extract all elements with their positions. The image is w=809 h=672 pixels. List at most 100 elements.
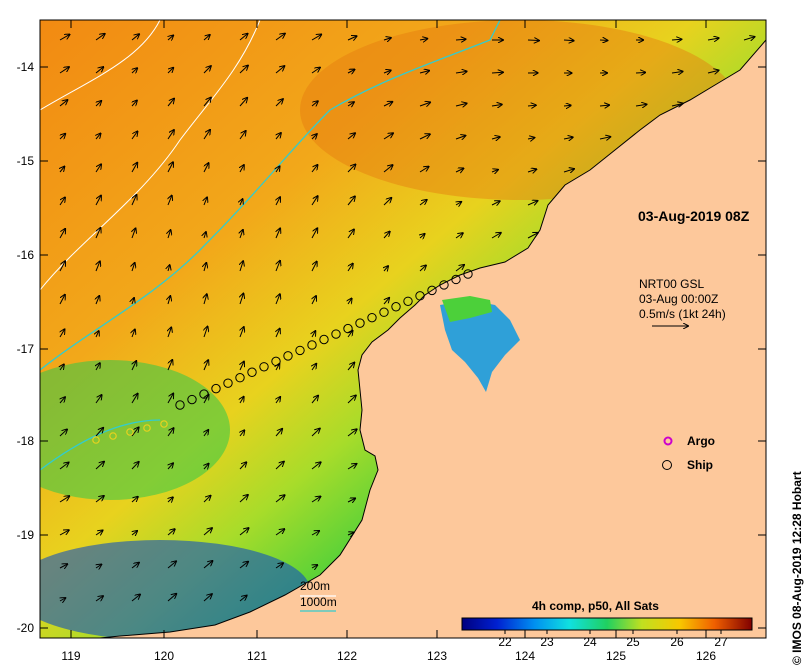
- current-arrow: [167, 394, 173, 404]
- current-arrow: [276, 228, 280, 239]
- current-arrow: [491, 170, 498, 172]
- y-tick-label: -20: [17, 621, 35, 635]
- current-arrow: [168, 463, 173, 470]
- current-arrow: [132, 228, 136, 239]
- colorbar-tick-label: 27: [714, 635, 728, 649]
- current-arrow: [95, 428, 103, 437]
- current-arrow: [240, 362, 244, 371]
- current-arrow: [59, 530, 69, 536]
- current-arrow: [239, 562, 248, 569]
- current-arrow: [204, 294, 207, 305]
- current-arrow: [167, 428, 174, 437]
- colorbar: [461, 617, 753, 631]
- current-arrow: [527, 201, 537, 205]
- ship-position: [415, 291, 425, 301]
- current-arrow: [132, 361, 136, 371]
- current-arrow: [276, 261, 280, 272]
- ship-position: [331, 329, 341, 339]
- gulf-inlet: [440, 300, 520, 392]
- current-arrow: [204, 430, 208, 437]
- current-arrow: [347, 196, 355, 206]
- current-arrow: [240, 165, 244, 173]
- current-arrow: [60, 167, 64, 172]
- current-arrow: [347, 498, 355, 502]
- current-arrow: [167, 561, 176, 569]
- current-arrow: [275, 66, 284, 74]
- current-arrow: [527, 138, 534, 139]
- current-arrow: [168, 68, 173, 73]
- current-arrow: [275, 99, 283, 107]
- ship-position: [295, 345, 305, 356]
- ship-marker-icon: [662, 460, 672, 470]
- y-tick-label: -15: [17, 154, 35, 168]
- ship-position: [439, 280, 449, 290]
- current-arrow: [419, 39, 427, 40]
- ship-position-west: [160, 420, 168, 428]
- current-arrow: [276, 197, 280, 206]
- x-tick-label: 124: [515, 649, 535, 663]
- ship-position: [403, 296, 413, 306]
- current-arrow: [59, 295, 65, 305]
- x-tick-label: 123: [427, 649, 447, 663]
- current-arrow: [95, 462, 104, 470]
- current-arrow: [455, 71, 467, 73]
- current-arrow: [276, 329, 280, 338]
- current-arrow: [276, 397, 280, 404]
- current-arrow: [60, 365, 64, 370]
- current-arrow: [203, 35, 210, 40]
- current-arrow: [671, 71, 683, 73]
- current-arrow: [275, 462, 284, 470]
- current-arrow: [419, 200, 427, 206]
- current-arrow: [60, 329, 64, 338]
- current-arrow: [95, 395, 102, 404]
- current-arrow: [131, 34, 139, 41]
- current-arrow: [311, 101, 318, 106]
- contour-1000-label: 1000m: [300, 595, 337, 609]
- current-arrow: [59, 429, 67, 437]
- current-arrow: [59, 261, 65, 272]
- current-arrow: [131, 563, 139, 569]
- current-arrow: [131, 394, 138, 404]
- current-arrow: [96, 134, 101, 139]
- current-arrow: [95, 164, 101, 173]
- current-arrow: [527, 169, 536, 172]
- colorbar-tick-label: 23: [540, 635, 554, 649]
- current-arrow: [95, 228, 100, 239]
- x-tick-label: 119: [61, 649, 80, 663]
- map-frame: [39, 19, 767, 639]
- ship-position: [343, 323, 353, 334]
- current-arrow: [167, 529, 175, 536]
- current-arrow: [347, 164, 355, 173]
- current-arrow: [204, 197, 207, 206]
- colorbar-ticks: 22 23 24 25 26 27: [498, 630, 728, 649]
- current-arrow: [132, 298, 134, 305]
- current-arrow: [239, 34, 248, 41]
- current-arrow: [203, 594, 212, 602]
- current-arrow: [95, 496, 104, 503]
- current-arrow: [168, 230, 171, 239]
- current-arrow: [491, 137, 500, 139]
- current-arrow: [96, 331, 99, 338]
- contour-1000m: [40, 20, 501, 471]
- current-arrow: [311, 68, 320, 74]
- colorbar-title: 4h comp, p50, All Sats: [532, 599, 659, 613]
- current-arrow: [59, 229, 65, 239]
- current-arrow: [132, 68, 137, 73]
- current-arrow: [131, 462, 139, 470]
- ship-position: [271, 356, 281, 367]
- current-arrow: [563, 137, 573, 139]
- current-arrow: [167, 594, 176, 602]
- ship-position: [391, 302, 401, 312]
- current-arrow: [95, 67, 103, 74]
- current-arrow: [203, 130, 210, 140]
- current-arrow: [239, 596, 247, 602]
- current-arrow: [347, 532, 354, 535]
- current-arrow: [455, 233, 463, 238]
- y-tick-label: -14: [17, 60, 35, 74]
- argo-marker-icon: [663, 436, 673, 446]
- current-arrow: [419, 102, 430, 106]
- ship-position: [175, 400, 185, 410]
- current-arrow: [348, 299, 352, 304]
- current-arrow: [491, 104, 502, 106]
